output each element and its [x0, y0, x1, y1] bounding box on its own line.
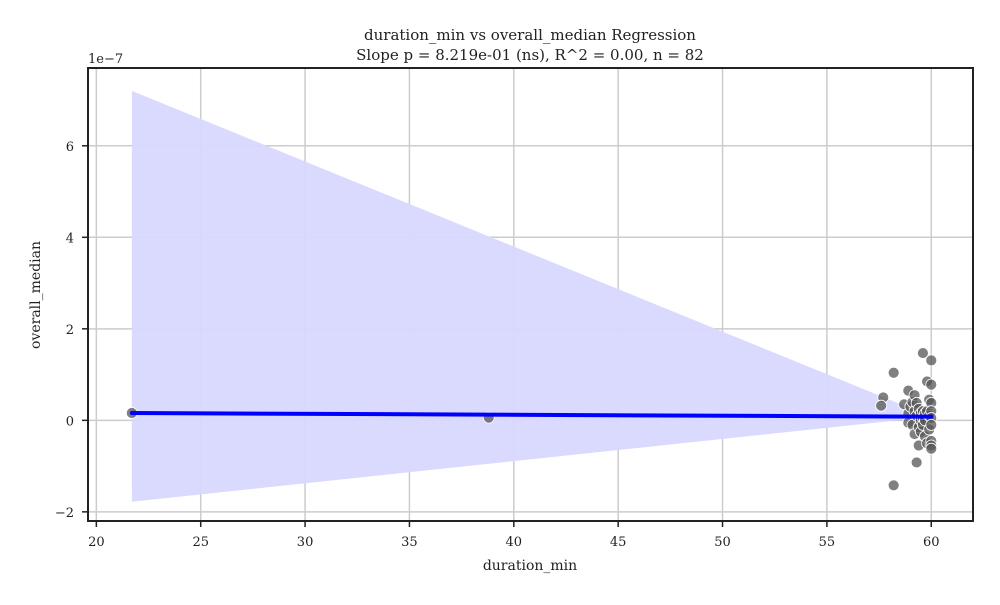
data-point — [887, 479, 900, 492]
regression-line — [129, 411, 934, 419]
x-tick-label: 55 — [819, 535, 836, 550]
data-point — [925, 354, 938, 367]
chart-subtitle: Slope p = 8.219e-01 (ns), R^2 = 0.00, n … — [356, 46, 704, 64]
axes-frame — [87, 67, 974, 522]
x-tick-label: 50 — [714, 535, 731, 550]
data-point — [925, 378, 938, 391]
data-point — [910, 456, 923, 469]
y-axis-label: overall_median — [28, 241, 44, 349]
x-tick-label: 60 — [923, 535, 940, 550]
x-tick-label: 35 — [401, 535, 418, 550]
confidence-band — [131, 90, 932, 502]
x-tick-label: 45 — [610, 535, 627, 550]
data-point — [887, 366, 900, 379]
x-tick-label: 20 — [88, 535, 105, 550]
x-tick-label: 25 — [192, 535, 209, 550]
plot-area: 20 25 30 35 40 45 50 55 60 −2 0 2 4 6 — [55, 67, 974, 550]
y-tick-label: 4 — [66, 231, 74, 246]
y-tick-label: 2 — [66, 323, 74, 338]
x-tick-label: 30 — [297, 535, 314, 550]
chart-title: duration_min vs overall_median Regressio… — [364, 26, 696, 44]
data-point — [925, 442, 938, 455]
y-tick-label: −2 — [55, 506, 74, 521]
data-point — [917, 347, 929, 359]
data-point — [925, 419, 938, 431]
x-axis-label: duration_min — [483, 558, 577, 574]
y-tick-label: 0 — [66, 414, 74, 429]
data-point — [875, 399, 888, 412]
y-axis-multiplier: 1e−7 — [88, 52, 123, 67]
x-tick-label: 40 — [506, 535, 523, 550]
y-tick-label: 6 — [66, 140, 74, 155]
